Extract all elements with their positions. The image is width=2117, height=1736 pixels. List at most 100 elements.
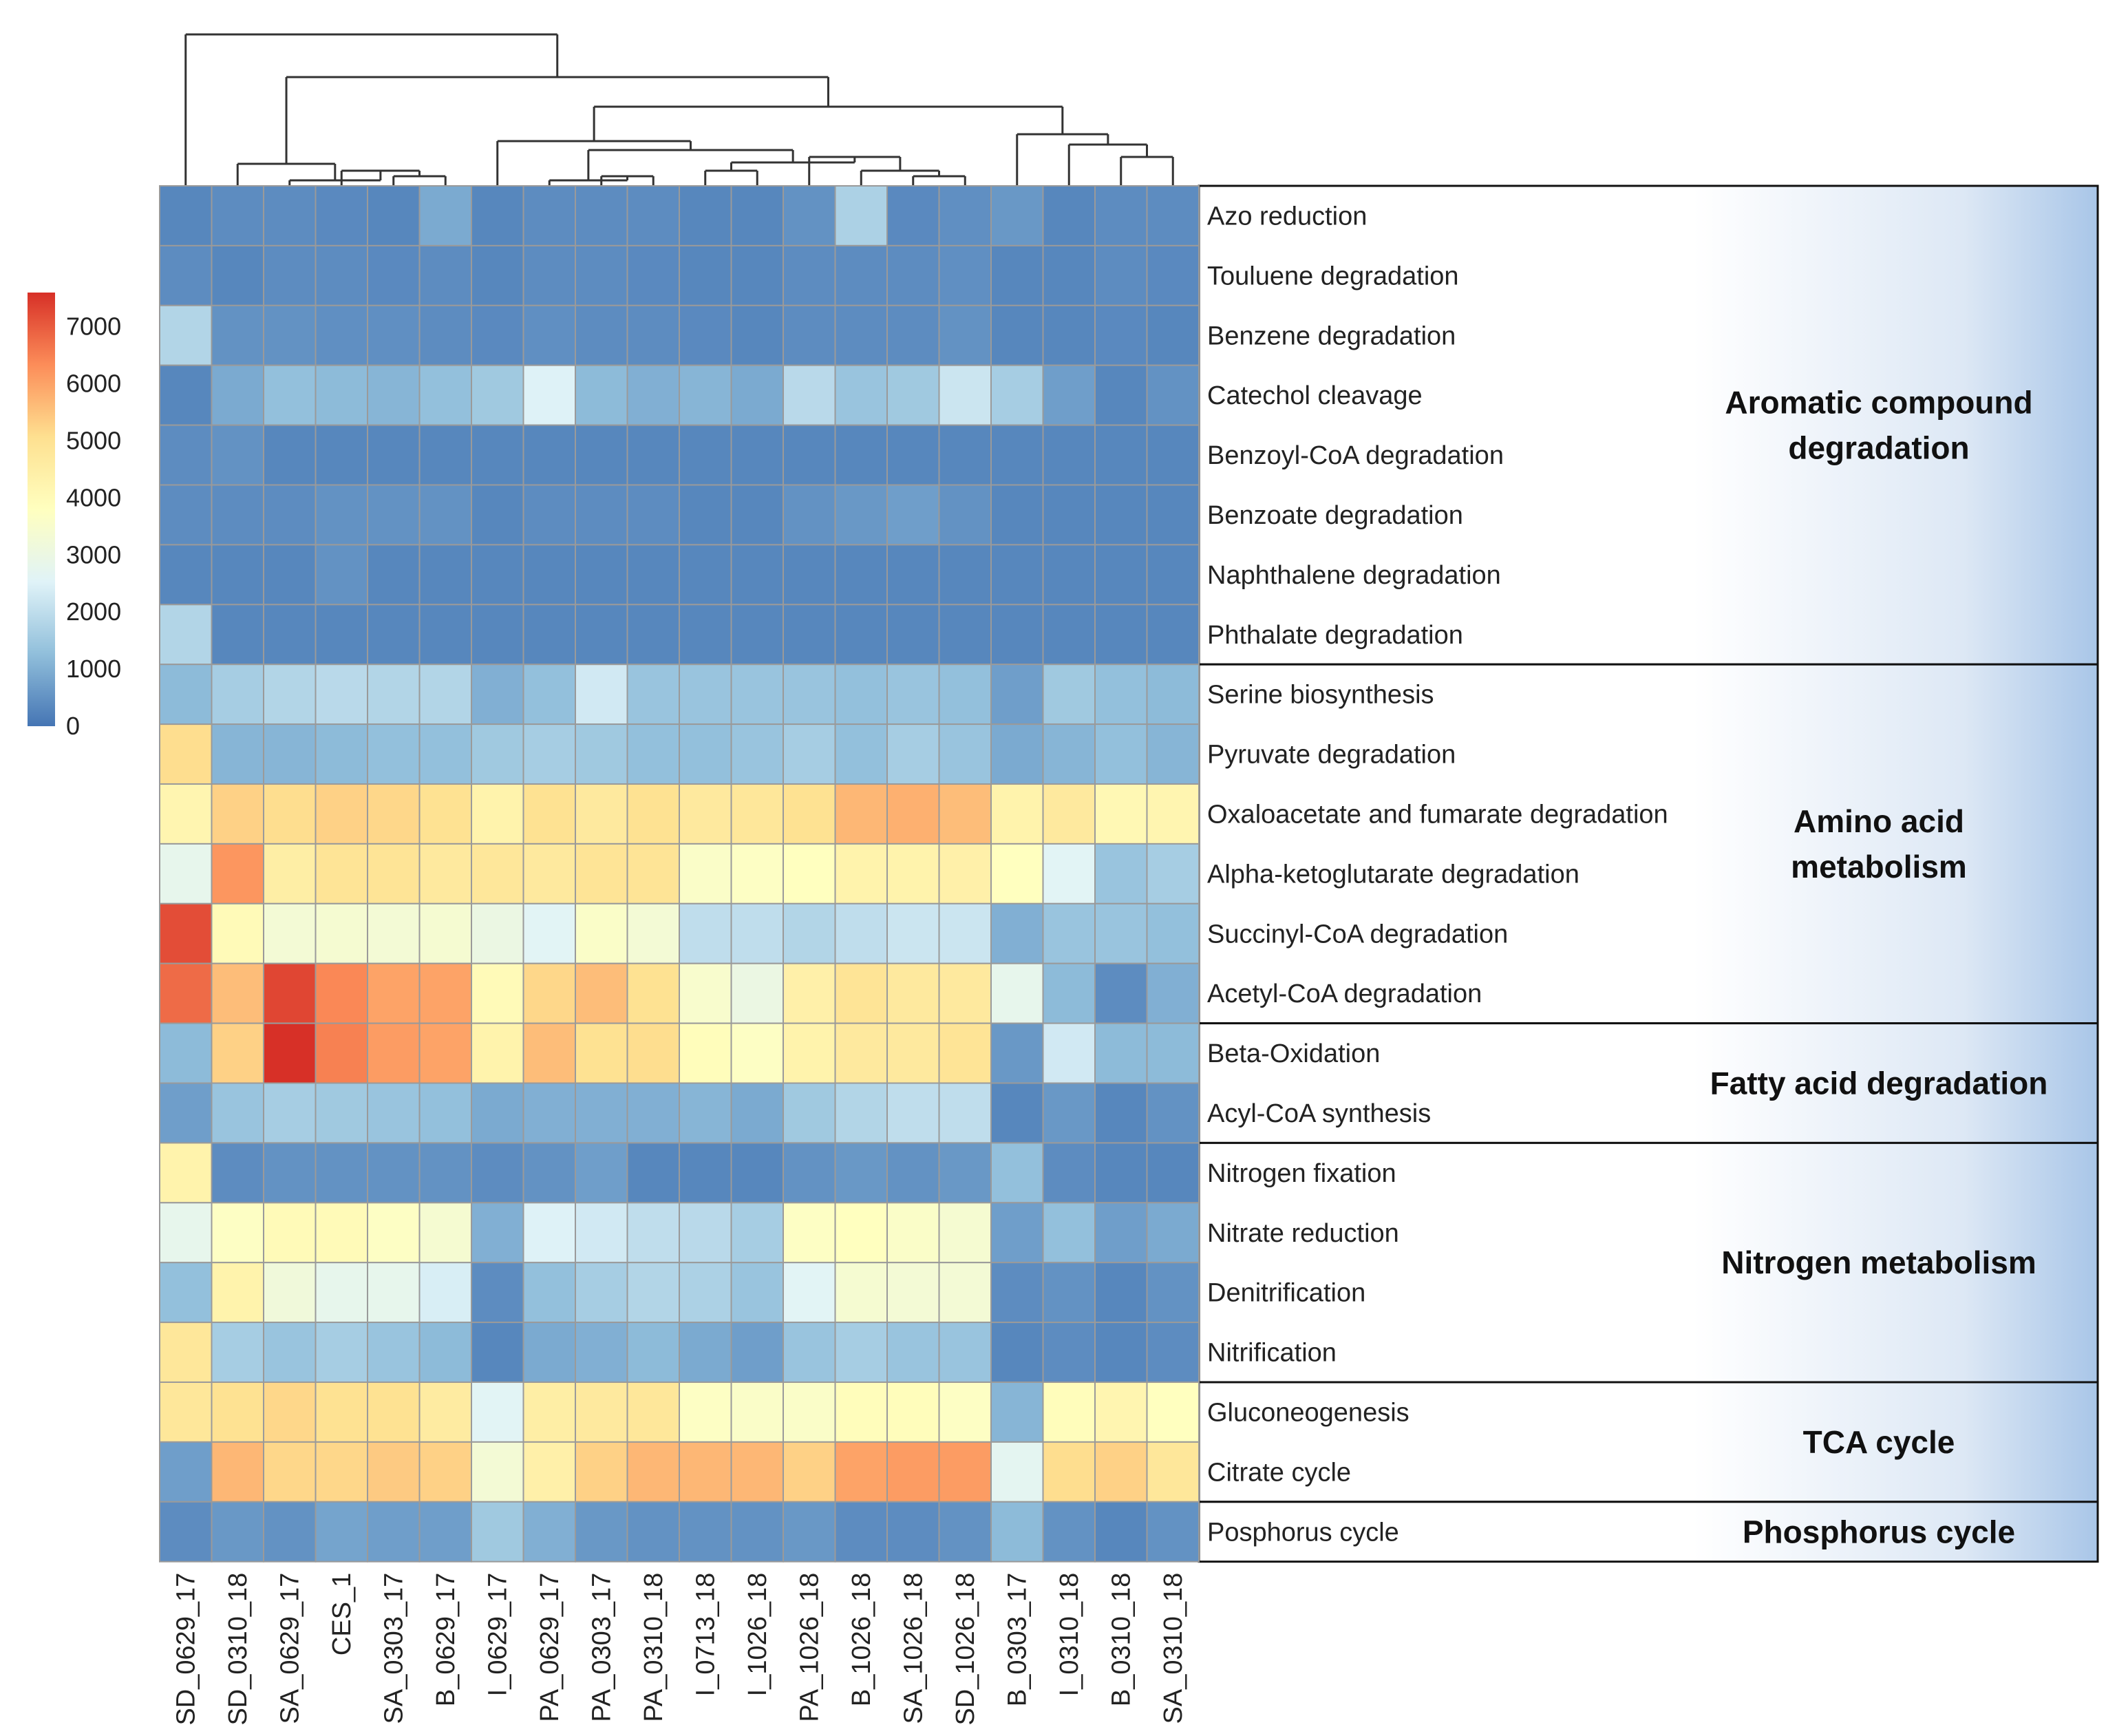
heatmap-cell <box>783 304 836 366</box>
heatmap-cell <box>315 1382 368 1443</box>
heatmap-cell <box>522 783 576 845</box>
heatmap-cell <box>418 1322 472 1383</box>
heatmap-cell <box>886 664 940 726</box>
column-label: I_0629_17 <box>484 1573 513 1697</box>
heatmap-cell <box>575 364 628 426</box>
heatmap-cell <box>990 364 1044 426</box>
heatmap-cell <box>471 364 524 426</box>
heatmap-cell <box>315 1202 368 1264</box>
heatmap-cell <box>159 1082 213 1144</box>
heatmap-cell <box>263 424 317 486</box>
heatmap-cell <box>522 304 576 366</box>
heatmap-cell <box>834 664 888 726</box>
category-label: degradation <box>1788 430 1969 466</box>
heatmap-cell <box>575 843 628 904</box>
heatmap-cell <box>1146 902 1200 964</box>
heatmap-cell <box>263 1382 317 1443</box>
heatmap-cell <box>886 1441 940 1503</box>
heatmap-cell <box>367 604 421 666</box>
category-box <box>1198 184 2099 666</box>
heatmap-cell <box>522 484 576 546</box>
heatmap-cell <box>575 1082 628 1144</box>
heatmap-cell <box>1094 484 1148 546</box>
heatmap-cell <box>730 1322 784 1383</box>
heatmap-cell <box>418 364 472 426</box>
heatmap-cell <box>1094 962 1148 1024</box>
column-label: CES_1 <box>328 1573 357 1655</box>
column-label: B_0629_17 <box>432 1573 460 1706</box>
heatmap-cell <box>834 1142 888 1204</box>
heatmap-cell <box>834 604 888 666</box>
row-label: Serine biosynthesis <box>1207 681 1434 710</box>
colorbar-tick-label: 6000 <box>66 370 121 398</box>
heatmap-cell <box>886 1262 940 1324</box>
heatmap-cell <box>626 1322 680 1383</box>
heatmap-cell <box>575 484 628 546</box>
heatmap-cell <box>730 1441 784 1503</box>
heatmap-cell <box>679 1382 732 1443</box>
heatmap-cell <box>626 1142 680 1204</box>
column-label: SA_0629_17 <box>276 1573 305 1724</box>
heatmap-cell <box>990 604 1044 666</box>
heatmap-cell <box>575 1262 628 1324</box>
heatmap-cell <box>471 1501 524 1563</box>
heatmap-cell <box>471 843 524 904</box>
category-label: Fatty acid degradation <box>1710 1066 2048 1101</box>
heatmap-cell <box>783 1022 836 1084</box>
heatmap-cell <box>938 783 992 845</box>
row-label: Beta-Oxidation <box>1207 1039 1380 1068</box>
heatmap-cell <box>315 1142 368 1204</box>
heatmap-cell <box>159 1441 213 1503</box>
category-box <box>1198 1022 2099 1144</box>
heatmap-cell <box>886 1142 940 1204</box>
heatmap-cell <box>834 424 888 486</box>
heatmap-cell <box>211 1382 264 1443</box>
heatmap-cell <box>834 1262 888 1324</box>
heatmap-cell <box>418 723 472 785</box>
heatmap-cell <box>1042 1441 1096 1503</box>
heatmap-cell <box>783 1082 836 1144</box>
heatmap-cell <box>471 1322 524 1383</box>
heatmap-cell <box>1094 723 1148 785</box>
heatmap-cell <box>211 723 264 785</box>
heatmap-cell <box>367 424 421 486</box>
heatmap-cell <box>1042 424 1096 486</box>
heatmap-cell <box>1042 185 1096 246</box>
heatmap-cell <box>834 962 888 1024</box>
heatmap-cell <box>1146 723 1200 785</box>
heatmap-cell <box>990 843 1044 904</box>
heatmap-cell <box>1042 1322 1096 1383</box>
heatmap-cell <box>938 424 992 486</box>
heatmap-cell <box>626 1022 680 1084</box>
heatmap-cell <box>834 1441 888 1503</box>
heatmap-cell <box>315 664 368 726</box>
heatmap-cell <box>626 1501 680 1563</box>
colorbar-tick-label: 3000 <box>66 540 121 569</box>
row-label: Acetyl-CoA degradation <box>1207 980 1482 1008</box>
heatmap-cell <box>679 304 732 366</box>
heatmap-cell <box>159 484 213 546</box>
heatmap-cell <box>211 304 264 366</box>
heatmap-cell <box>522 604 576 666</box>
heatmap-cell <box>886 484 940 546</box>
heatmap-cell <box>679 1262 732 1324</box>
heatmap-cell <box>1094 843 1148 904</box>
heatmap-cell <box>159 1382 213 1443</box>
heatmap-cell <box>522 1142 576 1204</box>
heatmap-cell <box>522 364 576 426</box>
heatmap-cell <box>211 1441 264 1503</box>
heatmap-cell <box>367 902 421 964</box>
heatmap-cell <box>159 783 213 845</box>
heatmap-cell <box>730 1022 784 1084</box>
heatmap-cell <box>575 783 628 845</box>
heatmap-cell <box>522 1441 576 1503</box>
heatmap-cell <box>522 1082 576 1144</box>
heatmap-cell <box>990 484 1044 546</box>
heatmap-cell <box>679 1202 732 1264</box>
heatmap-cell <box>418 185 472 246</box>
heatmap-cell <box>1042 364 1096 426</box>
heatmap-cell <box>990 783 1044 845</box>
heatmap-cell <box>886 244 940 306</box>
heatmap-cell <box>211 424 264 486</box>
heatmap-cell <box>418 1441 472 1503</box>
